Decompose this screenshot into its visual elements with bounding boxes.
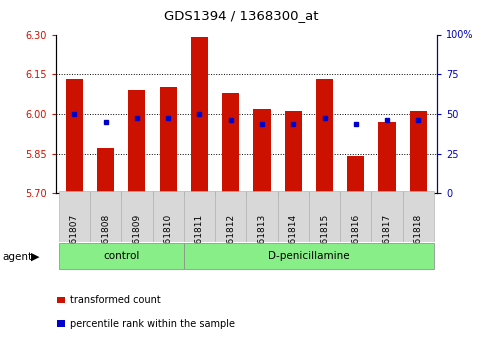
FancyBboxPatch shape [121,191,153,242]
Bar [316,79,333,193]
Bar [128,90,145,193]
Bar [379,122,396,193]
Text: GSM61814: GSM61814 [289,214,298,263]
Text: D-penicillamine: D-penicillamine [268,250,350,260]
Bar [97,148,114,193]
Text: GSM61815: GSM61815 [320,214,329,263]
FancyBboxPatch shape [246,191,278,242]
Bar [254,109,270,193]
Text: GSM61816: GSM61816 [351,214,360,263]
FancyBboxPatch shape [309,191,340,242]
Text: GSM61807: GSM61807 [70,214,79,263]
FancyBboxPatch shape [153,191,184,242]
Bar [284,111,302,193]
Bar [191,37,208,193]
Bar [222,93,239,193]
FancyBboxPatch shape [184,191,215,242]
FancyBboxPatch shape [57,296,65,304]
Text: GSM61811: GSM61811 [195,214,204,263]
Bar [66,79,83,193]
Text: agent: agent [2,252,32,262]
FancyBboxPatch shape [57,320,65,327]
FancyBboxPatch shape [340,191,371,242]
Text: GSM61808: GSM61808 [101,214,110,263]
Bar [410,111,427,193]
Text: transformed count: transformed count [70,295,161,305]
Text: ▶: ▶ [30,252,39,262]
Bar [347,156,364,193]
Text: percentile rank within the sample: percentile rank within the sample [70,319,235,328]
Text: GSM61809: GSM61809 [132,214,142,263]
FancyBboxPatch shape [371,191,403,242]
FancyBboxPatch shape [215,191,246,242]
Text: GSM61818: GSM61818 [414,214,423,263]
FancyBboxPatch shape [58,191,90,242]
FancyBboxPatch shape [90,191,121,242]
FancyBboxPatch shape [184,243,434,269]
Bar [159,87,177,193]
Text: GSM61812: GSM61812 [226,214,235,263]
Text: GDS1394 / 1368300_at: GDS1394 / 1368300_at [164,9,319,22]
Text: GSM61813: GSM61813 [257,214,267,263]
Text: GSM61810: GSM61810 [164,214,172,263]
Text: control: control [103,250,140,260]
Text: GSM61817: GSM61817 [383,214,392,263]
FancyBboxPatch shape [278,191,309,242]
FancyBboxPatch shape [58,243,184,269]
FancyBboxPatch shape [403,191,434,242]
